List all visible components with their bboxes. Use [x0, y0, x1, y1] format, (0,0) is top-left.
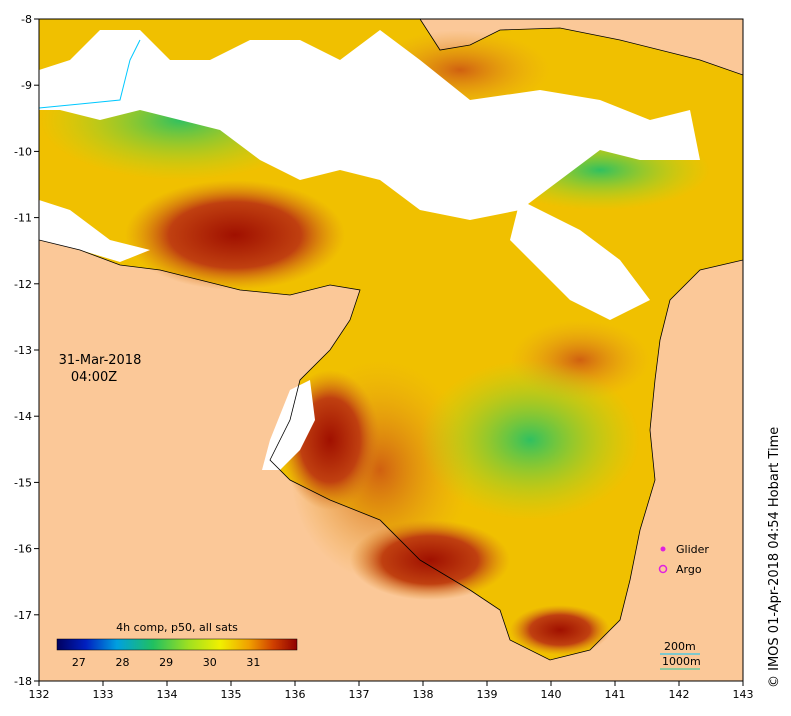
colorbar-ticks: 27 28 29 30 31 — [72, 656, 261, 669]
y-tick-label: -16 — [14, 543, 32, 556]
colorbar-tick-label: 27 — [72, 656, 86, 669]
x-tick-label: 137 — [349, 688, 370, 701]
hot-patch-southeast — [510, 605, 610, 655]
x-tick-label: 138 — [413, 688, 434, 701]
plot-area — [39, 19, 743, 681]
x-tick-label: 139 — [477, 688, 498, 701]
colorbar-tick-label: 30 — [203, 656, 217, 669]
y-tick-label: -13 — [14, 344, 32, 357]
colorbar-title: 4h comp, p50, all sats — [116, 621, 238, 634]
y-tick-label: -11 — [14, 212, 32, 225]
cool-patch-central — [420, 360, 640, 520]
glider-marker-icon — [660, 546, 666, 552]
x-tick-label: 140 — [541, 688, 562, 701]
x-tick-label: 132 — [29, 688, 50, 701]
y-tick-label: -10 — [14, 145, 32, 158]
y-tick-label: -9 — [21, 79, 32, 92]
contour-1000m-label: 1000m — [662, 655, 701, 668]
argo-marker-icon — [658, 564, 668, 574]
x-tick-label: 133 — [93, 688, 114, 701]
colorbar-tick-label: 28 — [115, 656, 129, 669]
hot-patch-northwest — [125, 180, 345, 290]
y-axis: -8 -9 -10 -11 -12 -13 -14 -15 -16 -17 -18 — [14, 13, 39, 688]
contour-200m-label: 200m — [664, 640, 696, 653]
timestamp-time: 04:00Z — [71, 370, 117, 385]
coastline-north — [419, 19, 743, 76]
cloud-northeast — [510, 200, 650, 320]
y-tick-label: -8 — [21, 13, 32, 26]
x-axis: 132 133 134 135 136 137 138 139 140 141 142 143 — [29, 681, 754, 701]
cloud-north — [39, 30, 700, 220]
timestamp-date: 31-Mar-2018 — [59, 353, 142, 368]
y-tick-label: -14 — [14, 410, 32, 423]
colorbar-tick-label: 29 — [159, 656, 173, 669]
colorbar — [56, 638, 298, 651]
y-tick-label: -18 — [14, 675, 32, 688]
x-tick-label: 134 — [157, 688, 178, 701]
contour-200m — [39, 39, 141, 109]
x-tick-label: 135 — [221, 688, 242, 701]
x-tick-label: 141 — [605, 688, 626, 701]
y-tick-label: -17 — [14, 609, 32, 622]
hot-patch-south — [350, 520, 510, 600]
imos-credit: © IMOS 01-Apr-2018 04:54 Hobart Time — [767, 427, 782, 688]
y-tick-label: -12 — [14, 278, 32, 291]
x-tick-label: 136 — [285, 688, 306, 701]
colorbar-tick-label: 31 — [246, 656, 260, 669]
coastline — [39, 239, 743, 661]
x-tick-label: 142 — [669, 688, 690, 701]
cloud-west-coast — [262, 380, 315, 470]
argo-label: Argo — [676, 563, 702, 576]
y-tick-label: -15 — [14, 476, 32, 489]
x-tick-label: 143 — [733, 688, 754, 701]
glider-label: Glider — [676, 543, 709, 556]
